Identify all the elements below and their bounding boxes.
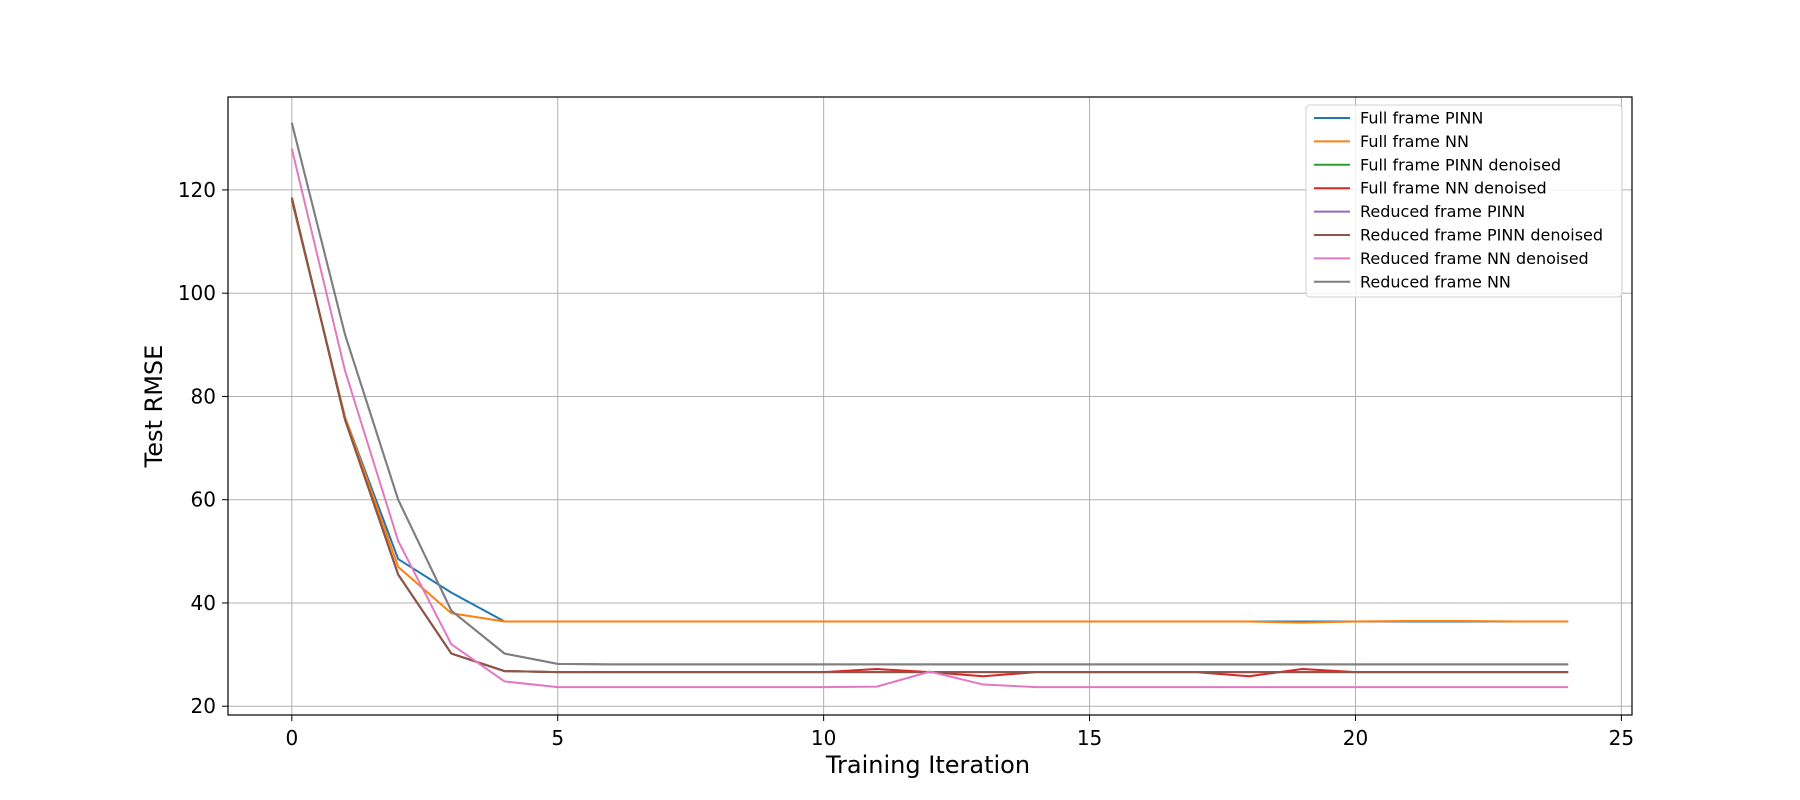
legend-label: Full frame PINN <box>1360 109 1483 128</box>
x-tick-label: 15 <box>1077 726 1102 750</box>
series-line-reduced-frame-nn <box>290 122 1569 666</box>
y-tick-label: 80 <box>191 384 216 408</box>
legend-item-full-frame-nn-denoised: Full frame NN denoised <box>1314 179 1547 198</box>
legend-item-full-frame-pinn-denoised: Full frame PINN denoised <box>1314 155 1561 174</box>
y-tick-label: 40 <box>191 591 216 615</box>
legend-item-reduced-frame-nn: Reduced frame NN <box>1314 272 1511 291</box>
y-tick-label: 100 <box>178 281 216 305</box>
legend: Full frame PINN Full frame NN Full frame P… <box>1305 104 1623 298</box>
x-tick-label: 0 <box>285 726 298 750</box>
legend-label: Reduced frame PINN <box>1360 202 1525 221</box>
legend-label: Reduced frame NN <box>1360 272 1511 291</box>
x-tick-label: 5 <box>551 726 564 750</box>
y-axis-label: Test RMSE <box>140 345 168 469</box>
legend-label: Reduced frame NN denoised <box>1360 249 1589 268</box>
x-tick-label: 10 <box>811 726 836 750</box>
series-line-reduced-frame-nn-denoised <box>290 148 1569 689</box>
y-tick-label: 20 <box>191 694 216 718</box>
series-line-full-frame-nn <box>290 200 1569 624</box>
legend-item-reduced-frame-pinn-denoised: Reduced frame PINN denoised <box>1314 226 1603 245</box>
y-tick-label: 60 <box>191 488 216 512</box>
legend-item-full-frame-nn: Full frame NN <box>1314 132 1469 151</box>
legend-item-full-frame-pinn: Full frame PINN <box>1314 109 1483 128</box>
tick-layer: 0 5 10 15 20 25 20 40 60 80 100 120 <box>178 178 1634 750</box>
series-layer <box>290 122 1569 689</box>
legend-item-reduced-frame-nn-denoised: Reduced frame NN denoised <box>1314 249 1589 268</box>
legend-items: Full frame PINN Full frame NN Full frame P… <box>1314 109 1603 291</box>
legend-label: Reduced frame PINN denoised <box>1360 226 1603 245</box>
legend-label: Full frame NN denoised <box>1360 179 1547 198</box>
y-tick-label: 120 <box>178 178 216 202</box>
legend-label: Full frame PINN denoised <box>1360 155 1561 174</box>
plot-frame <box>227 96 1633 716</box>
legend-item-reduced-frame-pinn: Reduced frame PINN <box>1314 202 1525 221</box>
legend-box <box>1305 104 1623 298</box>
x-axis-label: Training Iteration <box>825 751 1030 779</box>
x-tick-label: 20 <box>1343 726 1368 750</box>
x-tick-label: 25 <box>1609 726 1634 750</box>
legend-label: Full frame NN <box>1360 132 1469 151</box>
